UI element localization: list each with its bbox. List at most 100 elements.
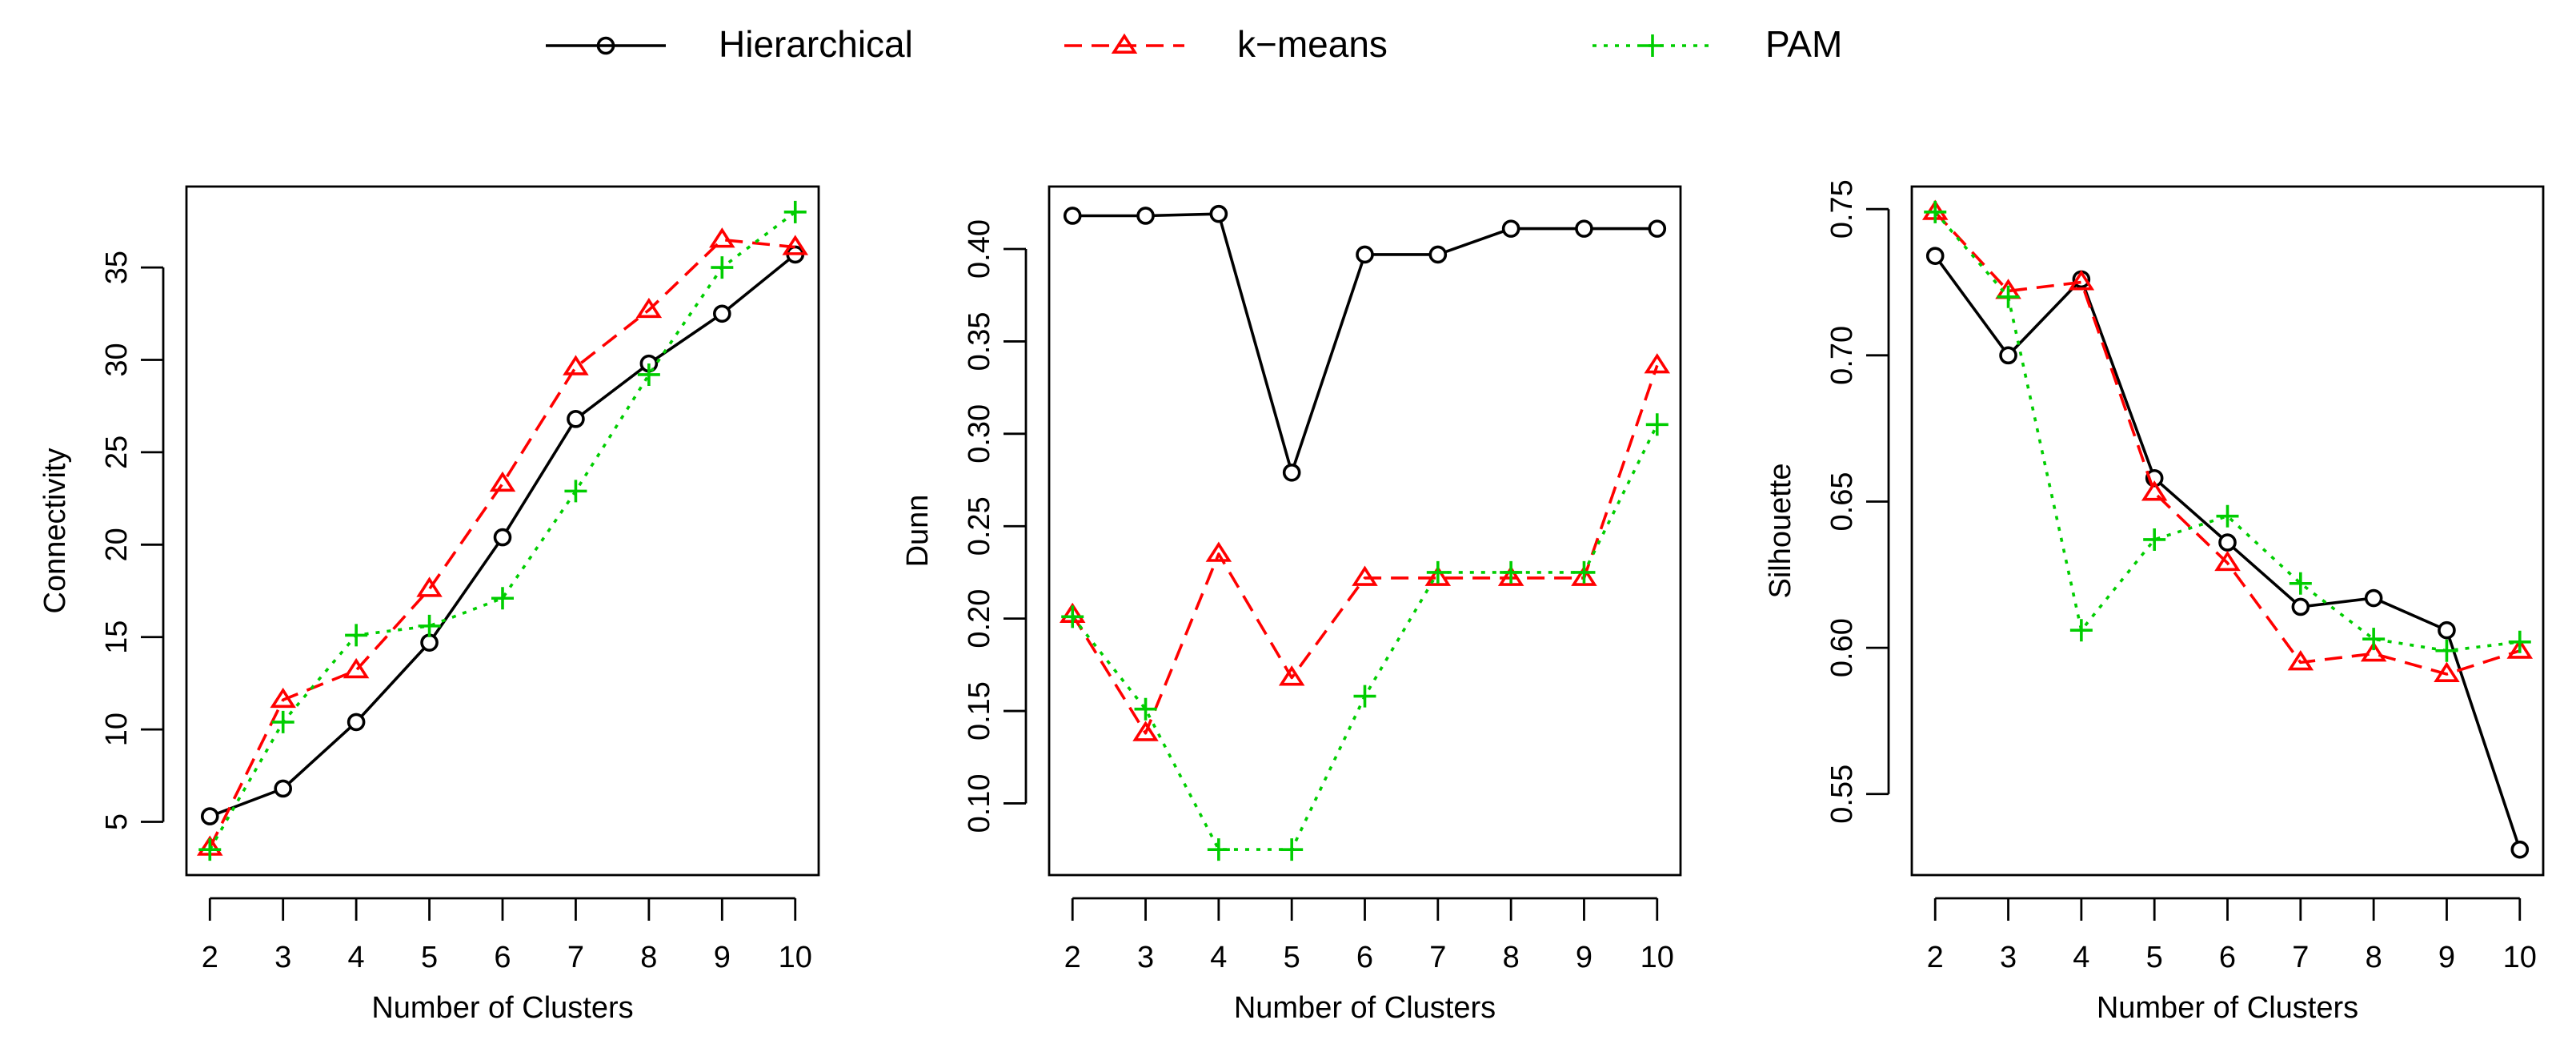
series-line — [1071, 364, 1659, 735]
plus-point-marker — [1280, 838, 1304, 861]
data-point — [1278, 665, 1305, 686]
y-tick-label: 30 — [100, 343, 134, 376]
marker-backdrop — [567, 411, 583, 427]
x-tick-label: 9 — [1576, 941, 1592, 974]
marker-backdrop — [2220, 535, 2235, 551]
data-point — [418, 614, 441, 637]
marker-backdrop — [1927, 248, 1943, 264]
x-axis: 2 3 4 5 6 7 8 9 10 Number of Clusters — [202, 897, 812, 1025]
circle-point-marker — [1501, 219, 1520, 238]
y-axis: 5 10 15 20 25 30 35 Connectivity — [38, 251, 165, 830]
circle-point-marker — [2438, 620, 2456, 640]
plus-point-marker — [2508, 630, 2531, 653]
y-axis: 0.10 0.15 0.20 0.25 0.30 0.35 0.40 Dunn — [901, 219, 1028, 833]
data-point — [271, 710, 294, 733]
plot-frame — [1910, 185, 2545, 877]
plus-marker-icon — [1641, 34, 1664, 57]
triangle-point-marker — [563, 355, 589, 375]
y-tick-label: 10 — [100, 713, 134, 746]
circle-point-marker — [2510, 840, 2530, 859]
data-point — [2508, 630, 2531, 653]
x-tick-label: 3 — [2000, 941, 2017, 974]
plus-point-marker — [2362, 628, 2386, 651]
data-point — [1999, 346, 2017, 365]
data-point — [274, 779, 292, 798]
y-axis-title: Dunn — [901, 495, 935, 568]
data-point — [2069, 619, 2093, 642]
data-point — [1925, 247, 1945, 265]
data-point — [1207, 838, 1230, 861]
plus-point-marker — [783, 200, 807, 223]
triangle-point-marker — [709, 227, 735, 248]
data-point — [1571, 565, 1597, 586]
plus-point-marker — [1500, 560, 1523, 584]
x-tick-label: 5 — [421, 941, 438, 974]
circle-point-marker — [2291, 597, 2310, 616]
data-point — [2434, 661, 2460, 682]
triangle-point-marker — [2287, 650, 2314, 671]
data-point — [1428, 245, 1448, 264]
x-tick-label: 5 — [2146, 941, 2163, 974]
data-point — [1426, 560, 1449, 584]
x-tick-label: 7 — [2292, 941, 2309, 974]
data-point — [1924, 200, 1947, 223]
data-point — [2510, 840, 2530, 859]
plus-point-marker — [271, 710, 294, 733]
series-line — [1933, 211, 2521, 676]
x-tick-label: 9 — [714, 941, 731, 974]
plus-point-marker — [418, 614, 441, 637]
marker-backdrop — [714, 306, 730, 322]
x-tick-label: 8 — [640, 941, 657, 974]
marker-backdrop — [2001, 347, 2017, 363]
circle-point-marker — [2218, 533, 2237, 552]
series-plus-3 — [198, 200, 807, 861]
data-point — [1063, 207, 1082, 225]
triangle-point-marker — [2434, 661, 2460, 682]
series-line — [1933, 211, 2521, 652]
y-tick-label: 0.60 — [1825, 618, 1859, 677]
marker-backdrop — [1138, 207, 1154, 223]
legend-label: PAM — [1765, 23, 1842, 65]
series-triangle-2 — [1059, 353, 1671, 741]
plus-point-marker — [198, 838, 222, 861]
data-point — [1352, 565, 1378, 586]
series-circle-1 — [1925, 247, 2530, 859]
data-point — [1134, 697, 1157, 721]
data-point — [416, 576, 443, 597]
triangle-point-marker — [1205, 541, 1232, 562]
data-point — [2143, 528, 2166, 551]
data-point — [1136, 207, 1155, 225]
x-tick-label: 10 — [2503, 941, 2537, 974]
data-point — [345, 624, 368, 647]
triangle-point-marker — [270, 687, 296, 709]
x-tick-label: 6 — [2219, 941, 2236, 974]
triangle-point-marker — [2068, 270, 2095, 291]
legend-label: k−means — [1237, 23, 1388, 65]
triangle-point-marker — [1497, 565, 1524, 586]
series-line — [208, 238, 795, 849]
circle-point-marker — [567, 410, 585, 428]
circle-point-marker — [2364, 588, 2383, 608]
y-tick-label: 0.30 — [963, 404, 996, 464]
legend-entry-2: k−means — [1064, 23, 1388, 65]
data-point — [198, 838, 222, 861]
y-tick-label: 0.70 — [1825, 326, 1859, 385]
data-point — [2068, 270, 2095, 291]
data-point — [2214, 550, 2241, 572]
marker-backdrop — [1284, 464, 1300, 480]
x-axis-title: Number of Clusters — [2097, 991, 2358, 1025]
marker-backdrop — [275, 781, 291, 797]
plus-point-marker — [637, 363, 660, 386]
data-point — [563, 355, 589, 375]
circle-point-marker — [1063, 207, 1082, 225]
y-tick-label: 0.25 — [963, 496, 996, 556]
circle-marker-icon — [596, 36, 615, 55]
data-point — [1353, 685, 1376, 708]
triangle-point-marker — [1278, 665, 1305, 686]
data-point — [493, 528, 512, 547]
y-tick-label: 0.35 — [963, 311, 996, 371]
y-tick-label: 35 — [100, 251, 134, 284]
plus-point-marker — [2143, 528, 2166, 551]
data-point — [2289, 572, 2312, 595]
